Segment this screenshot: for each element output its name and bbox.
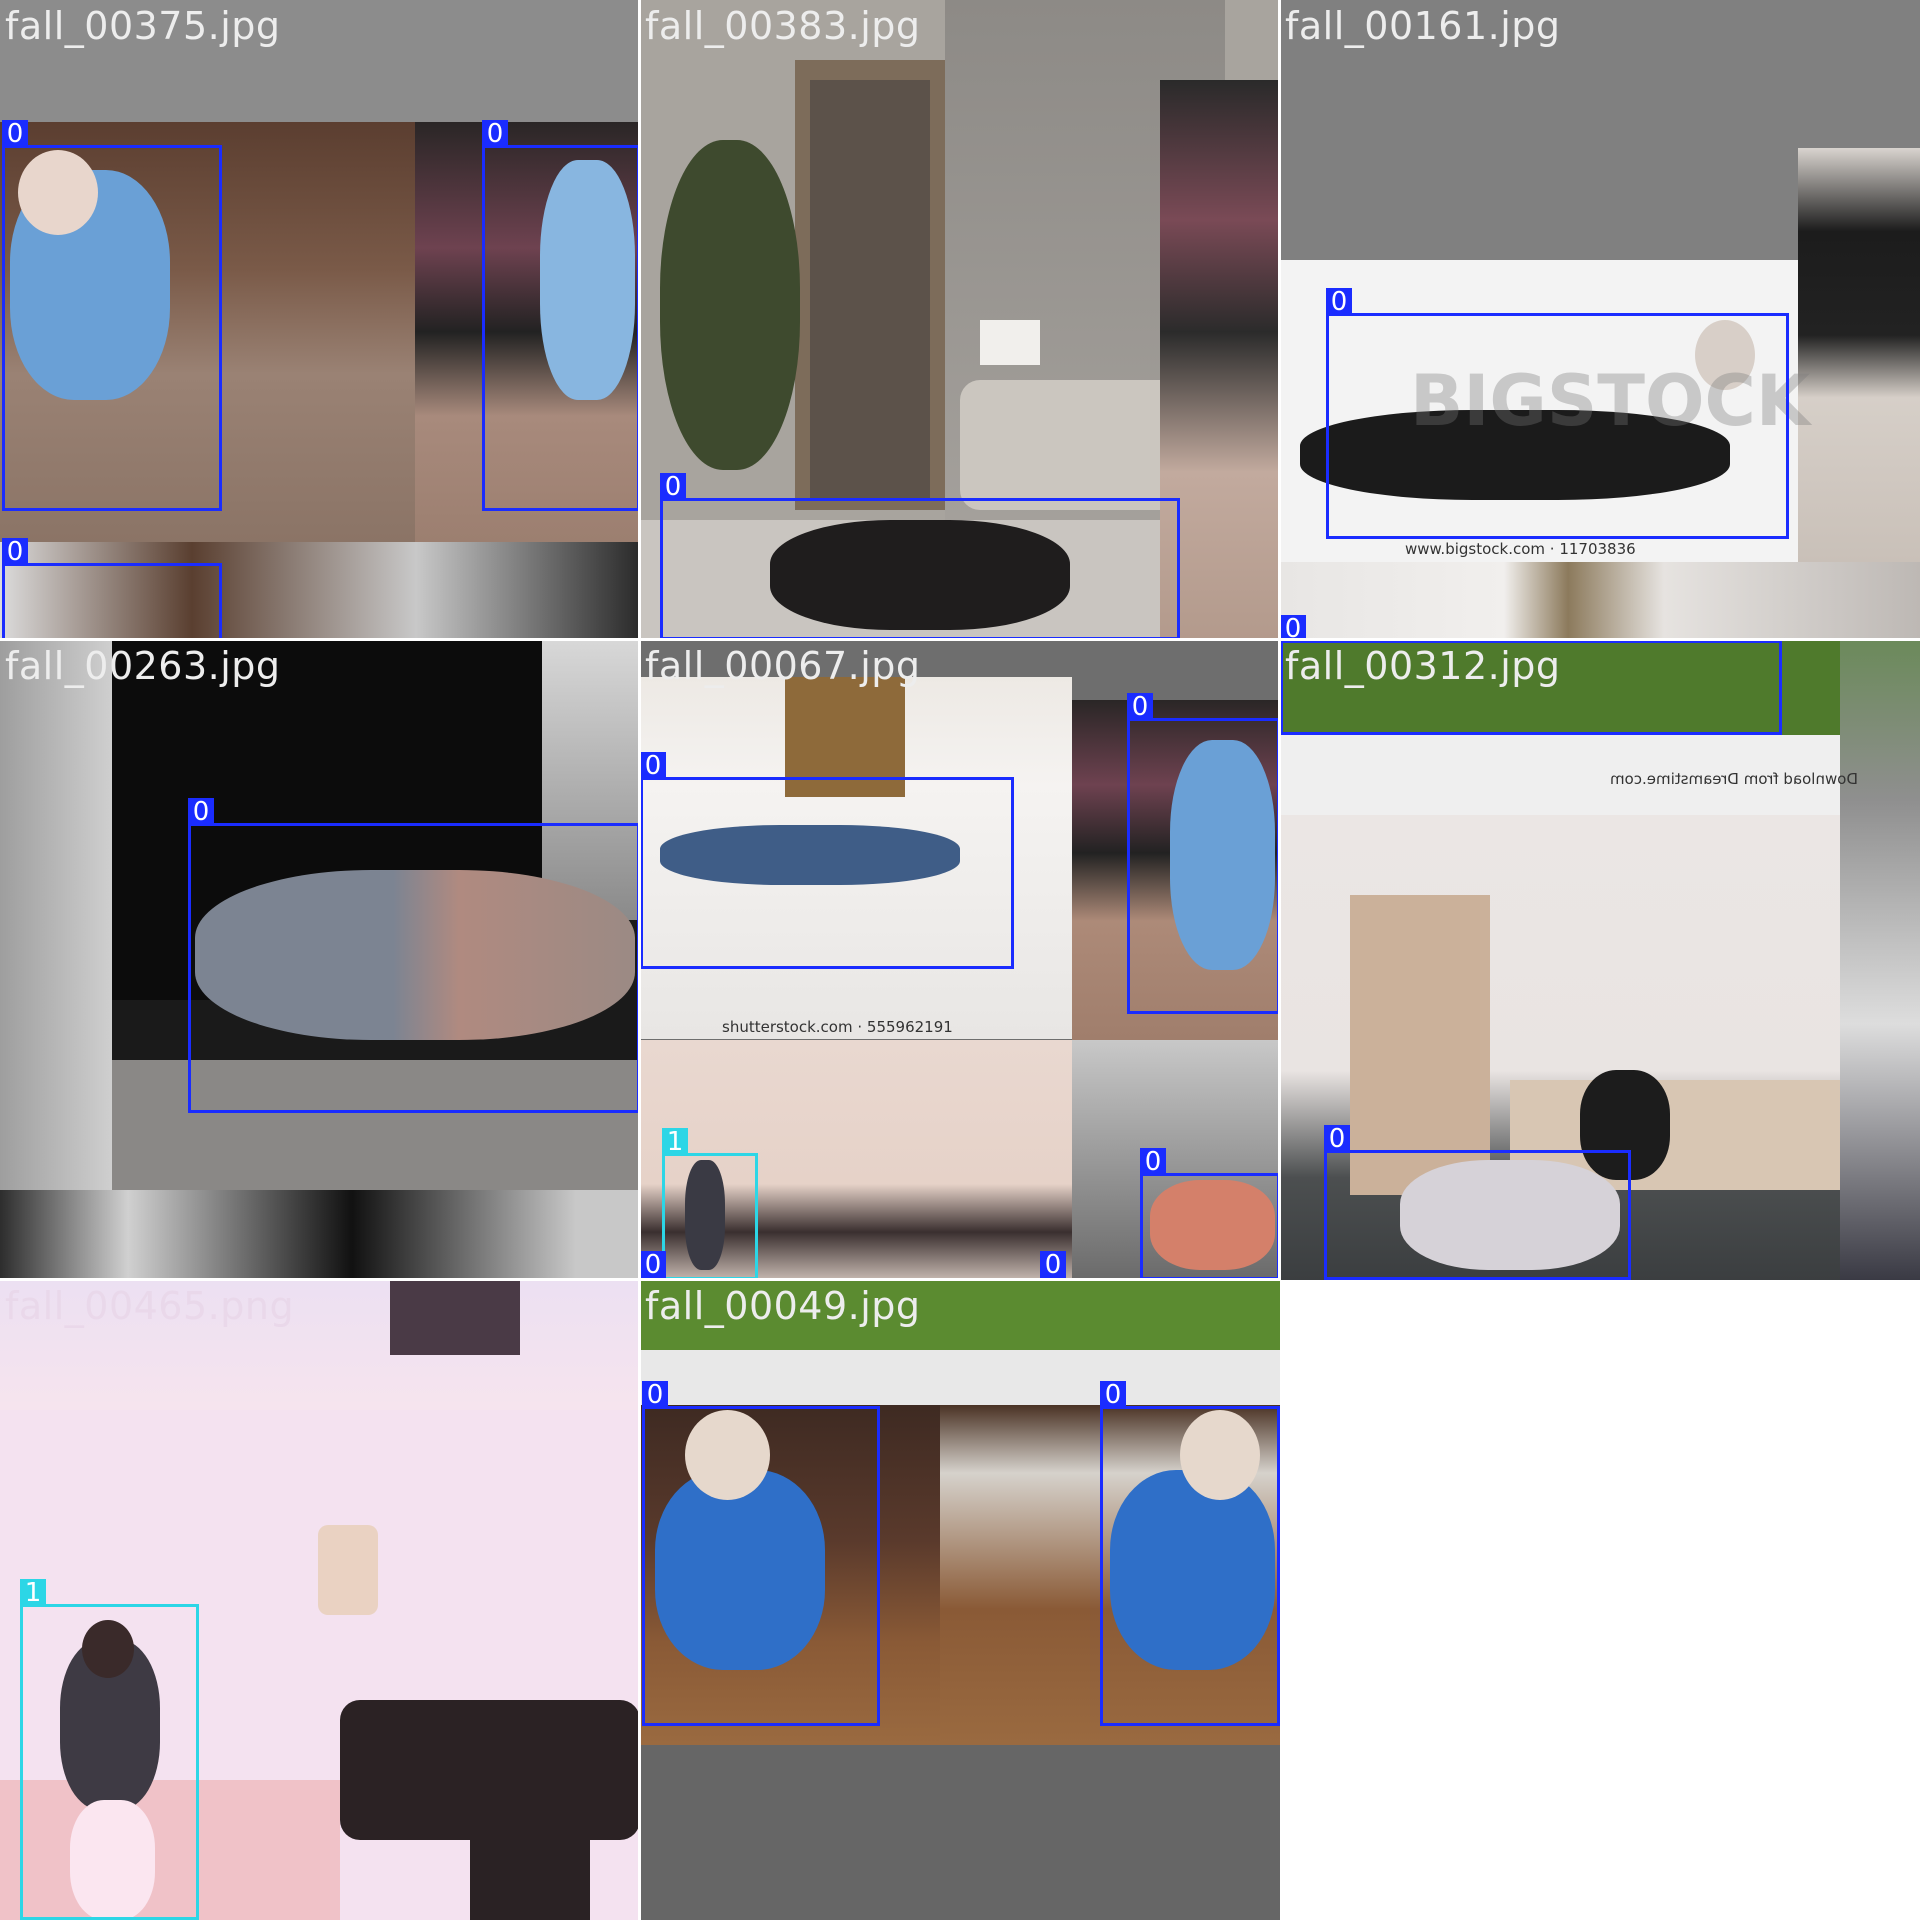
head-figure [1180, 1410, 1260, 1500]
tile-title: fall_00067.jpg [645, 644, 921, 688]
tile-empty [1280, 1280, 1920, 1920]
class-label: 0 [188, 798, 214, 826]
elderly-woman-figure [1110, 1470, 1275, 1670]
class-label: 1 [662, 1128, 688, 1156]
class-label: 0 [1326, 288, 1352, 316]
strip-photo [0, 542, 640, 640]
door-photo [1350, 895, 1490, 1195]
side-photo [1840, 640, 1920, 1280]
tile-title: fall_00465.png [5, 1284, 295, 1328]
grid-divider [0, 638, 1920, 641]
stock-brand-watermark: BIGSTOCK [1410, 360, 1811, 442]
class-label: 0 [1040, 1251, 1066, 1279]
footstool-photo [470, 1840, 590, 1920]
class-label: 0 [640, 1251, 666, 1279]
detection-box: 0 [640, 752, 1014, 969]
detection-box: 0 [1326, 288, 1789, 539]
stock-footer [1280, 735, 1840, 815]
class-label: 0 [1140, 1148, 1166, 1176]
lying-person-figure [770, 520, 1070, 630]
detection-box: 0 [1127, 693, 1280, 1014]
detection-box: 0 [1324, 1125, 1631, 1280]
floor-photo [112, 1060, 640, 1190]
head-figure [18, 150, 98, 235]
detection-box: 0 [2, 538, 222, 640]
lying-woman-figure [660, 825, 960, 885]
tile-title: fall_00375.jpg [5, 4, 281, 48]
class-label: 0 [640, 752, 666, 780]
legs-figure [70, 1800, 155, 1920]
side-sofa-photo [1160, 80, 1280, 640]
stock-watermark: shutterstock.com · 555962191 [722, 1018, 953, 1036]
sofa-photo [340, 1700, 640, 1840]
tile-fall-00375: fall_00375.jpg 0 0 0 [0, 0, 640, 640]
tile-title: fall_00383.jpg [645, 4, 921, 48]
grass-stock-photo [1280, 640, 1840, 735]
detection-box: 0 [188, 798, 640, 1113]
elderly-woman-figure [1170, 740, 1275, 970]
stairs-photo [1798, 148, 1920, 564]
wall-hanging-photo [318, 1525, 378, 1615]
tile-fall-00312: Download from Dreamstime.com fall_00312.… [1280, 640, 1920, 1280]
man-lying-figure [1150, 1180, 1275, 1270]
class-label: 0 [642, 1381, 668, 1409]
class-label: 0 [1127, 693, 1153, 721]
head-figure [685, 1410, 770, 1500]
tile-title: fall_00263.jpg [5, 644, 281, 688]
detection-box: 0 [2, 120, 222, 511]
tile-fall-00161: BIGSTOCK www.bigstock.com · 11703836 fal… [1280, 0, 1920, 640]
detection-box: 0 [660, 473, 1180, 640]
door-opening [810, 80, 930, 500]
strip-photo [0, 1190, 640, 1280]
detection-box: 0 [642, 1381, 880, 1726]
grid-divider [638, 0, 641, 1920]
class-label: 1 [20, 1579, 46, 1607]
elderly-man-figure [1300, 410, 1730, 500]
falling-person-figure [1400, 1160, 1620, 1270]
bed-photo [0, 1780, 340, 1920]
class-label: 0 [1324, 1125, 1350, 1153]
detection-box: 0 [482, 120, 640, 511]
arm-figure [540, 160, 635, 400]
class-label: 0 [2, 120, 28, 148]
tile-title: fall_00161.jpg [1285, 4, 1561, 48]
stock-footer [640, 1350, 1280, 1405]
curtain-photo [390, 1280, 520, 1355]
detection-box-class-1: 1 [662, 1128, 758, 1280]
stock-watermark: www.bigstock.com · 11703836 [1405, 540, 1636, 558]
class-label: 0 [482, 120, 508, 148]
elderly-woman-figure [655, 1470, 825, 1670]
detection-box: 0 [1140, 1148, 1280, 1280]
grid-divider [0, 1278, 1280, 1281]
stock-watermark: Download from Dreamstime.com [1610, 770, 1858, 788]
class-label: 0 [1100, 1381, 1126, 1409]
chair-figure [1580, 1070, 1670, 1180]
tile-title: fall_00049.jpg [645, 1284, 921, 1328]
tile-title: fall_00312.jpg [1285, 644, 1561, 688]
tile-fall-00049: fall_00049.jpg 0 0 [640, 1280, 1280, 1920]
detection-box-class-1: 1 [20, 1579, 199, 1920]
grass-stock-photo [640, 1280, 1280, 1350]
ceiling-photo [0, 1280, 640, 1410]
fridge-photo [542, 640, 640, 920]
detection-box: 0 [1100, 1381, 1280, 1726]
tile-fall-00263: fall_00263.jpg 0 [0, 640, 640, 1280]
head-figure [82, 1620, 134, 1678]
lying-person-figure [195, 870, 635, 1040]
class-label: 0 [2, 538, 28, 566]
standing-woman-figure [685, 1160, 725, 1270]
tile-fall-00383: fall_00383.jpg 0 [640, 0, 1280, 640]
tile-fall-00067: shutterstock.com · 555962191 fall_00067.… [640, 640, 1280, 1280]
head-figure [1695, 320, 1755, 390]
door-photo [0, 640, 112, 1190]
class-label: 0 [660, 473, 686, 501]
kitchen-photo [1280, 562, 1920, 640]
tile-fall-00465: fall_00465.png 1 [0, 1280, 640, 1920]
plant-photo [660, 140, 800, 470]
lamp-photo [980, 320, 1040, 365]
